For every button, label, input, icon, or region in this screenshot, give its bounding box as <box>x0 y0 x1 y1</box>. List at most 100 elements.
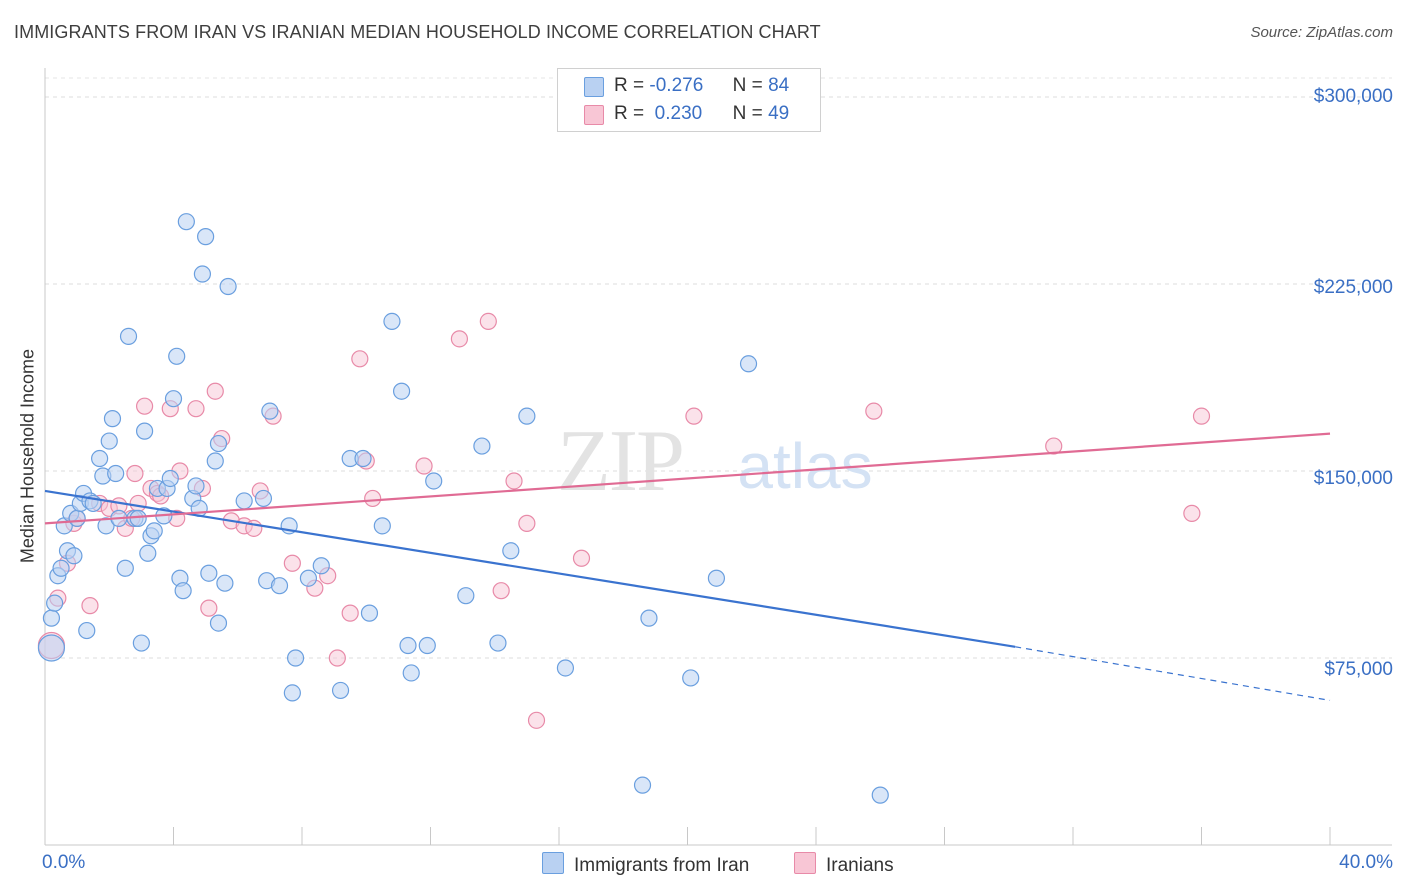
data-point-immigrants <box>174 582 192 600</box>
data-point-iranians <box>479 312 497 330</box>
bottom-legend-swatch-blue <box>542 852 564 874</box>
data-point-immigrants <box>739 355 758 373</box>
data-point-immigrants <box>52 559 70 577</box>
data-point-iranians <box>364 489 382 508</box>
data-point-immigrants <box>145 522 163 540</box>
legend-swatch-blue <box>584 77 604 97</box>
data-point-immigrants <box>402 664 420 682</box>
y-tick-label: $75,000 <box>1324 659 1393 680</box>
x-tick-label: 40.0% <box>1339 852 1393 873</box>
data-point-immigrants <box>65 547 83 565</box>
data-point-immigrants <box>107 464 125 483</box>
data-point-iranians <box>492 582 510 600</box>
y-axis-title: Median Household Income <box>17 348 38 564</box>
data-point-immigrants <box>489 634 507 652</box>
data-point-immigrants <box>633 776 652 794</box>
data-point-immigrants <box>261 402 279 420</box>
data-point-immigrants <box>473 437 491 455</box>
data-point-iranians <box>1192 407 1211 425</box>
data-point-iranians <box>126 464 144 483</box>
data-point-immigrants <box>187 477 205 495</box>
data-point-iranians <box>187 400 205 418</box>
bottom-legend-label: Immigrants from Iran <box>574 855 750 876</box>
data-point-iranians <box>351 350 369 368</box>
data-point-immigrants <box>270 577 289 595</box>
watermark-atlas: atlas <box>737 430 872 502</box>
data-point-immigrants <box>373 517 391 535</box>
legend-n-value: 49 <box>768 103 790 124</box>
data-point-immigrants <box>354 449 372 468</box>
data-point-immigrants <box>286 649 305 667</box>
data-point-immigrants <box>193 265 212 283</box>
data-point-iranians <box>415 457 433 475</box>
legend-r-label: R = <box>614 103 645 124</box>
data-point-iranians <box>283 554 301 572</box>
data-point-immigrants <box>206 452 224 470</box>
data-point-immigrants <box>640 609 658 627</box>
data-point-immigrants <box>37 634 66 662</box>
data-point-iranians <box>865 402 883 420</box>
data-point-iranians <box>450 330 469 348</box>
trend-line-iranians <box>44 432 1331 525</box>
data-point-immigrants <box>518 407 536 425</box>
data-point-immigrants <box>68 509 86 527</box>
legend-swatch-pink <box>584 105 604 125</box>
data-point-immigrants <box>42 609 61 627</box>
watermark-zip: ZIP <box>557 413 683 510</box>
legend-n-label: N = <box>732 75 763 96</box>
bottom-legend-label: Iranians <box>826 855 894 876</box>
data-point-immigrants <box>46 594 64 612</box>
data-point-immigrants <box>360 604 379 622</box>
data-point-iranians <box>328 649 346 667</box>
stats-legend: R = -0.276 N = 84 R = 0.230 N = 49 <box>557 68 821 132</box>
data-point-immigrants <box>164 390 183 408</box>
series-iranians-points <box>37 312 1211 729</box>
data-point-iranians <box>129 494 147 513</box>
data-point-immigrants <box>197 228 215 246</box>
source-label: Source: ZipAtlas.com <box>1250 24 1393 41</box>
data-point-immigrants <box>103 410 122 428</box>
legend-r-label: R = <box>614 75 645 96</box>
data-point-immigrants <box>457 587 475 605</box>
y-tick-label: $300,000 <box>1313 86 1393 107</box>
data-point-immigrants <box>219 277 237 296</box>
data-point-immigrants <box>161 469 179 488</box>
series-immigrants-points <box>37 213 889 804</box>
data-point-immigrants <box>129 509 147 527</box>
data-point-immigrants <box>871 786 889 804</box>
data-point-immigrants <box>91 449 109 468</box>
data-point-immigrants <box>139 544 157 562</box>
bottom-legend-immigrants: Immigrants from Iran <box>542 852 749 877</box>
data-point-immigrants <box>682 669 700 687</box>
data-point-iranians <box>1045 437 1063 455</box>
data-point-iranians <box>206 382 224 400</box>
data-point-immigrants <box>235 492 253 510</box>
data-point-immigrants <box>312 557 330 575</box>
legend-n-value: 84 <box>768 75 790 96</box>
data-point-immigrants <box>116 559 134 577</box>
data-point-immigrants <box>392 382 411 400</box>
chart-title: IMMIGRANTS FROM IRAN VS IRANIAN MEDIAN H… <box>14 22 821 42</box>
bottom-legend-iranians: Iranians <box>794 852 894 877</box>
data-point-immigrants <box>209 614 228 632</box>
data-point-immigrants <box>418 636 436 655</box>
data-point-iranians <box>685 407 703 425</box>
data-point-iranians <box>135 397 154 415</box>
trend-lines <box>44 432 1331 701</box>
data-point-iranians <box>1183 504 1201 522</box>
data-point-immigrants <box>200 564 218 582</box>
data-point-immigrants <box>331 681 350 700</box>
x-tick-label: 0.0% <box>42 852 86 873</box>
data-point-immigrants <box>209 434 228 453</box>
data-point-immigrants <box>168 347 186 365</box>
data-point-immigrants <box>119 327 138 345</box>
data-point-immigrants <box>135 422 154 440</box>
data-point-immigrants <box>399 636 417 655</box>
axes <box>44 68 1392 846</box>
legend-n-label: N = <box>732 103 763 124</box>
legend-r-value: 0.230 <box>649 103 703 124</box>
y-tick-label: $225,000 <box>1313 277 1393 298</box>
data-point-immigrants <box>556 659 575 677</box>
data-point-immigrants <box>132 634 150 652</box>
data-point-immigrants <box>502 542 520 560</box>
